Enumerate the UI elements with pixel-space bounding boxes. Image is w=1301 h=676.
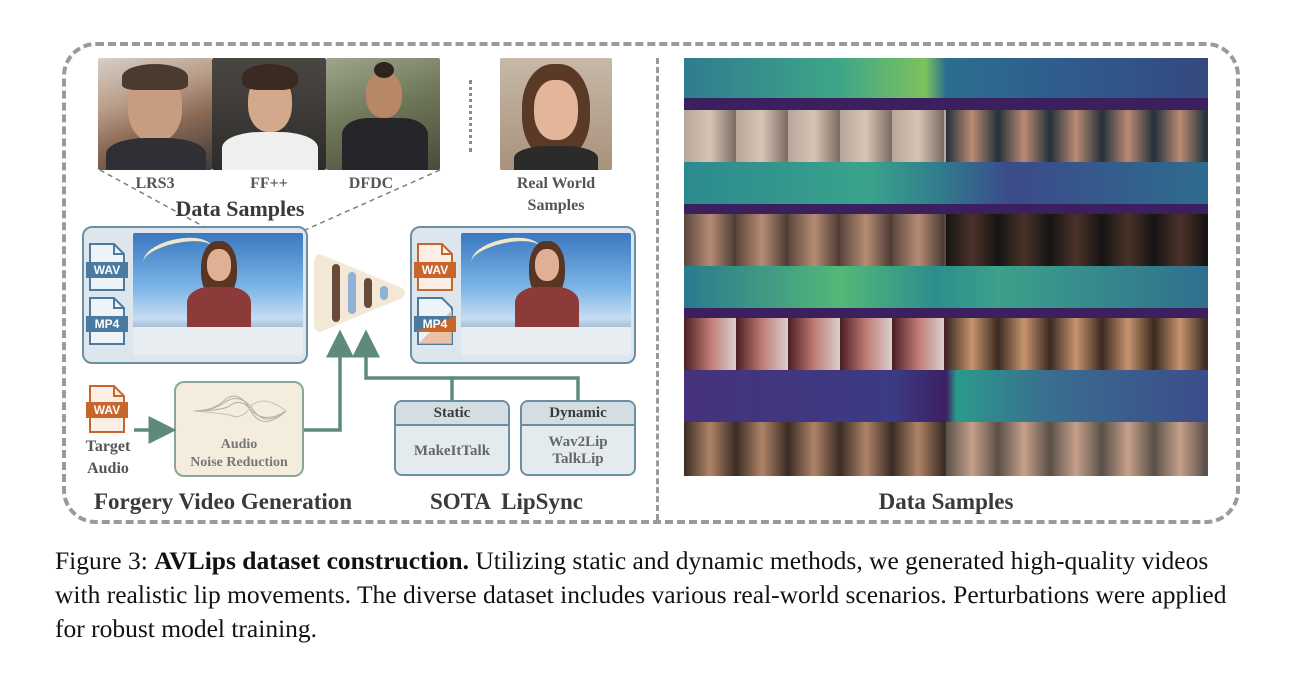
spectrogram-3 — [684, 266, 1208, 318]
photo-dfdc — [326, 58, 440, 170]
target-audio-label-2: Audio — [87, 460, 129, 477]
wav-file-icon: WAV — [86, 243, 128, 291]
spectrogram-4 — [684, 370, 1208, 422]
mp4-output-label: MP4 — [423, 317, 448, 331]
target-audio-label-1: Target — [85, 438, 131, 455]
data-samples-title-left: Data Samples — [175, 196, 305, 221]
static-item-makeittalk: MakeItTalk — [413, 443, 491, 459]
news-frame-output — [461, 233, 631, 355]
sota-title: SOTA LipSync — [430, 489, 583, 514]
mp4-file-icon: MP4 — [86, 297, 128, 345]
wav-output-icon: WAV — [414, 243, 456, 291]
noise-reduction-label-1: Audio — [220, 437, 258, 452]
photo-real-world — [500, 58, 612, 170]
face-strip-4 — [684, 422, 1208, 476]
noise-reduction-box: Audio Noise Reduction — [174, 381, 304, 477]
face-strip-3 — [684, 318, 1208, 370]
funnel-lines — [99, 169, 441, 231]
waveform-icon — [194, 395, 286, 422]
face-strip-1 — [684, 110, 1208, 162]
label-lrs3: LRS3 — [135, 175, 175, 192]
data-samples-title-right: Data Samples — [878, 489, 1014, 514]
photo-ffpp — [212, 58, 326, 170]
label-ffpp: FF++ — [250, 175, 288, 192]
label-real-world-2: Samples — [527, 197, 585, 214]
mp4-file-label: MP4 — [95, 317, 120, 331]
label-real-world-1: Real World — [516, 175, 596, 192]
static-header: Static — [396, 402, 508, 426]
spectrogram-1 — [684, 58, 1208, 110]
face-strip-2 — [684, 214, 1208, 266]
figure-caption: Figure 3: AVLips dataset construction. U… — [55, 544, 1250, 646]
flow-arrows — [134, 329, 580, 444]
panel-divider — [656, 58, 659, 520]
mp4-output-icon: MP4 — [414, 297, 456, 345]
target-audio-wav-label: WAV — [94, 403, 120, 417]
target-audio-wav-icon: WAV — [86, 385, 128, 433]
dynamic-methods-box: Dynamic Wav2Lip TalkLip — [520, 400, 636, 476]
caption-bold: AVLips dataset construction. — [154, 546, 469, 575]
news-frame-input — [133, 233, 303, 355]
wav-output-label: WAV — [422, 263, 448, 277]
spectrogram-2 — [684, 162, 1208, 214]
caption-text: Utilizing static and dynamic methods, we… — [55, 546, 1227, 643]
caption-prefix: Figure 3: — [55, 546, 155, 575]
static-methods-box: Static MakeItTalk — [394, 400, 510, 476]
photo-lrs3 — [98, 58, 212, 170]
forgery-title: Forgery Video Generation — [94, 489, 353, 514]
noise-reduction-label-2: Noise Reduction — [190, 455, 288, 470]
wav-file-label: WAV — [94, 263, 120, 277]
dynamic-header: Dynamic — [522, 402, 634, 426]
label-dfdc: DFDC — [348, 175, 394, 192]
encoder-block — [314, 254, 405, 332]
dynamic-item-wav2lip: Wav2Lip — [548, 434, 608, 450]
figure-frame — [62, 42, 1240, 524]
samples-grid — [684, 58, 1208, 476]
dynamic-item-talklip: TalkLip — [552, 451, 604, 467]
ellipsis-separator — [469, 80, 472, 152]
